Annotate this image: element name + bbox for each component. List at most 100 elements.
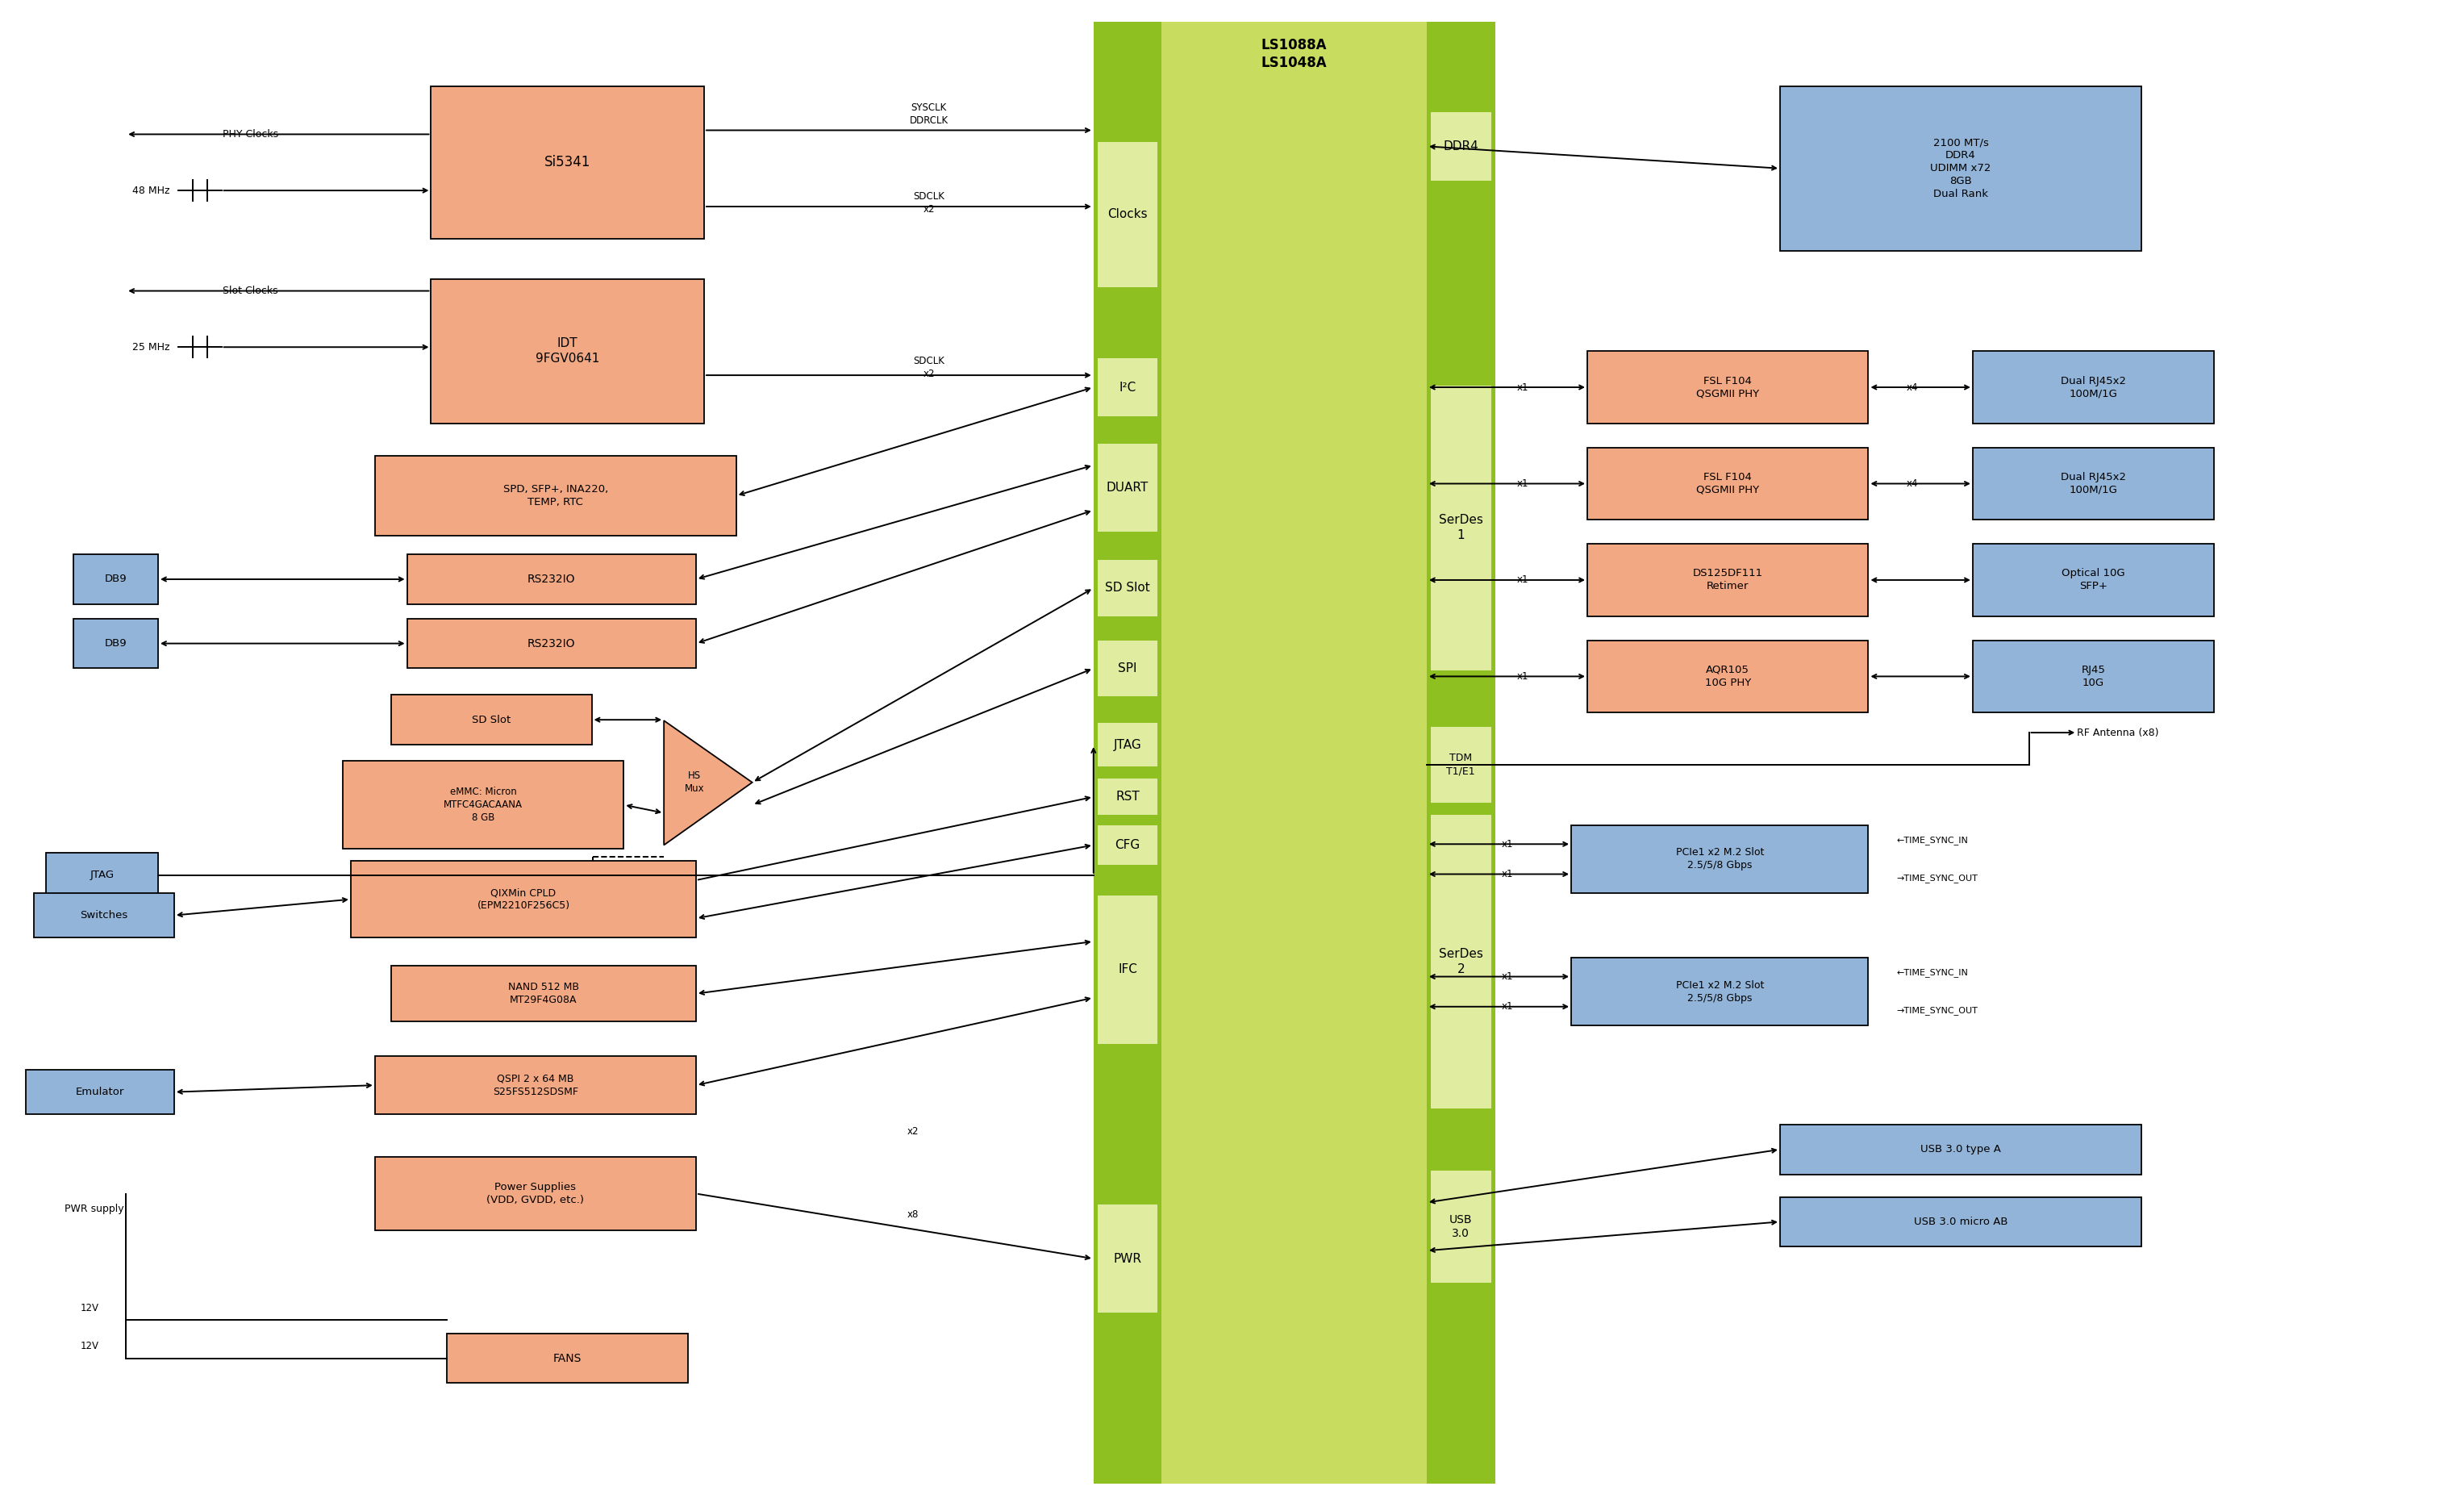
Text: x1: x1 [1518,672,1530,682]
FancyBboxPatch shape [1572,825,1868,893]
Text: Clocks: Clocks [1109,209,1148,221]
Text: ←TIME_SYNC_IN: ←TIME_SYNC_IN [1897,968,1969,977]
Text: x1: x1 [1501,839,1513,849]
Text: PCIe1 x2 M.2 Slot
2.5/5/8 Gbps: PCIe1 x2 M.2 Slot 2.5/5/8 Gbps [1676,848,1764,870]
FancyBboxPatch shape [1974,448,2213,520]
Text: RF Antenna (x8): RF Antenna (x8) [2077,727,2158,738]
Text: SerDes
1: SerDes 1 [1439,514,1483,541]
FancyBboxPatch shape [1572,957,1868,1025]
Text: DB9: DB9 [106,574,128,585]
Text: eMMC: Micron
MTFC4GACAANA
8 GB: eMMC: Micron MTFC4GACAANA 8 GB [444,786,522,824]
Text: Switches: Switches [79,911,128,920]
Text: 12V: 12V [81,1341,99,1351]
Text: QSPI 2 x 64 MB
S25FS512SDSMF: QSPI 2 x 64 MB S25FS512SDSMF [493,1073,579,1097]
FancyBboxPatch shape [25,1070,175,1114]
Text: 25 MHz: 25 MHz [133,341,170,352]
FancyBboxPatch shape [74,619,158,669]
Text: Dual RJ45x2
100M/1G: Dual RJ45x2 100M/1G [2060,376,2126,398]
FancyBboxPatch shape [1587,352,1868,424]
Text: Slot Clocks: Slot Clocks [222,286,278,296]
Text: 48 MHz: 48 MHz [133,185,170,195]
Text: HS
Mux: HS Mux [685,771,705,794]
Text: SerDes
2: SerDes 2 [1439,948,1483,975]
Text: NAND 512 MB
MT29F4G08A: NAND 512 MB MT29F4G08A [508,981,579,1006]
Text: IDT
9FGV0641: IDT 9FGV0641 [535,338,599,365]
Text: RST: RST [1116,791,1141,803]
Text: PHY Clocks: PHY Clocks [222,129,278,140]
Text: x1: x1 [1518,478,1530,488]
FancyBboxPatch shape [446,1333,687,1383]
Text: 2100 MT/s
DDR4
UDIMM x72
8GB
Dual Rank: 2100 MT/s DDR4 UDIMM x72 8GB Dual Rank [1929,137,1991,200]
Text: PWR supply: PWR supply [64,1204,123,1214]
Text: Dual RJ45x2
100M/1G: Dual RJ45x2 100M/1G [2060,472,2126,496]
FancyBboxPatch shape [1587,640,1868,712]
Text: IFC: IFC [1119,963,1138,975]
FancyBboxPatch shape [1432,815,1491,1108]
FancyBboxPatch shape [1096,443,1158,532]
Text: x1: x1 [1501,1001,1513,1012]
Text: SDCLK
x2: SDCLK x2 [914,356,944,379]
FancyBboxPatch shape [1096,143,1158,287]
Text: USB 3.0 micro AB: USB 3.0 micro AB [1915,1216,2008,1226]
Text: PWR: PWR [1114,1252,1141,1264]
Text: TDM
T1/E1: TDM T1/E1 [1446,753,1476,777]
FancyBboxPatch shape [1587,448,1868,520]
Text: JTAG: JTAG [89,870,113,881]
FancyBboxPatch shape [1096,358,1158,416]
Text: RS232IO: RS232IO [527,574,577,585]
FancyBboxPatch shape [407,555,695,604]
Text: PCIe1 x2 M.2 Slot
2.5/5/8 Gbps: PCIe1 x2 M.2 Slot 2.5/5/8 Gbps [1676,980,1764,1004]
Text: →TIME_SYNC_OUT: →TIME_SYNC_OUT [1897,1007,1979,1015]
Text: x4: x4 [1907,478,1919,488]
FancyBboxPatch shape [392,965,695,1022]
Text: 12V: 12V [81,1303,99,1314]
Text: →TIME_SYNC_OUT: →TIME_SYNC_OUT [1897,873,1979,882]
FancyBboxPatch shape [1096,561,1158,616]
FancyBboxPatch shape [1096,723,1158,767]
FancyBboxPatch shape [1096,640,1158,696]
FancyBboxPatch shape [431,86,705,239]
FancyBboxPatch shape [1432,113,1491,180]
Text: RJ45
10G: RJ45 10G [2082,664,2104,688]
FancyBboxPatch shape [1974,640,2213,712]
Text: x1: x1 [1518,382,1530,392]
Text: x1: x1 [1518,574,1530,585]
Text: Optical 10G
SFP+: Optical 10G SFP+ [2062,568,2124,592]
FancyBboxPatch shape [407,619,695,669]
FancyBboxPatch shape [342,761,623,849]
FancyBboxPatch shape [375,1057,695,1114]
Text: DUART: DUART [1106,481,1148,493]
Text: SDCLK
x2: SDCLK x2 [914,191,944,215]
FancyBboxPatch shape [1779,1124,2141,1174]
Text: FANS: FANS [554,1353,582,1363]
Text: CFG: CFG [1116,839,1141,851]
FancyBboxPatch shape [1432,1171,1491,1282]
FancyBboxPatch shape [392,694,591,744]
FancyBboxPatch shape [34,893,175,938]
FancyBboxPatch shape [47,854,158,897]
Text: QIXMin CPLD
(EPM2210F256C5): QIXMin CPLD (EPM2210F256C5) [478,888,569,911]
FancyBboxPatch shape [1096,825,1158,866]
FancyBboxPatch shape [74,555,158,604]
Text: DDR4: DDR4 [1444,140,1478,152]
Text: FSL F104
QSGMII PHY: FSL F104 QSGMII PHY [1695,376,1759,398]
FancyBboxPatch shape [1779,1196,2141,1246]
FancyBboxPatch shape [1096,1204,1158,1314]
FancyBboxPatch shape [1779,86,2141,251]
Text: SYSCLK
DDRCLK: SYSCLK DDRCLK [909,102,949,126]
Text: Emulator: Emulator [76,1087,123,1097]
Text: SD Slot: SD Slot [1106,582,1151,594]
Text: x2: x2 [907,1127,919,1138]
Text: SD Slot: SD Slot [471,714,510,724]
Text: SPD, SFP+, INA220,
TEMP, RTC: SPD, SFP+, INA220, TEMP, RTC [503,484,609,508]
Text: FSL F104
QSGMII PHY: FSL F104 QSGMII PHY [1695,472,1759,496]
Text: x1: x1 [1501,971,1513,981]
Text: RS232IO: RS232IO [527,637,577,649]
Text: Power Supplies
(VDD, GVDD, etc.): Power Supplies (VDD, GVDD, etc.) [488,1181,584,1205]
FancyBboxPatch shape [1096,779,1158,815]
Text: SPI: SPI [1119,663,1136,675]
Text: LS1088A
LS1048A: LS1088A LS1048A [1262,38,1328,71]
Polygon shape [663,720,752,845]
Text: x1: x1 [1501,869,1513,879]
FancyBboxPatch shape [1974,352,2213,424]
